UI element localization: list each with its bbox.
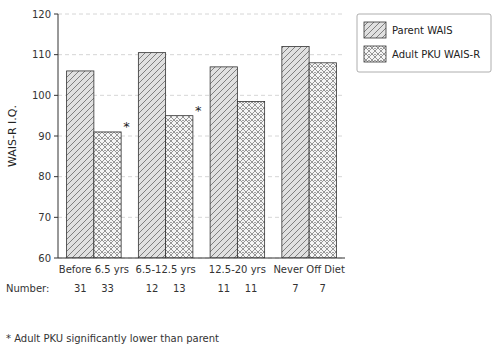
grid-line	[58, 258, 345, 259]
group-number: 31	[74, 283, 87, 294]
legend-box	[357, 14, 491, 72]
y-tick-label: 90	[38, 131, 51, 142]
group-number: 7	[292, 283, 298, 294]
y-tick	[54, 176, 58, 177]
y-tick	[54, 14, 58, 15]
y-tick	[54, 258, 58, 259]
bar	[94, 132, 121, 258]
x-tick-label: 12.5-20 yrs	[209, 264, 266, 275]
legend-swatch	[364, 22, 386, 38]
y-axis-label: WAIS-R I.Q.	[6, 105, 19, 167]
y-tick-label: 100	[32, 90, 51, 101]
legend-label: Adult PKU WAIS-R	[392, 49, 480, 60]
bar	[237, 101, 264, 258]
bars	[67, 47, 337, 258]
x-axis	[58, 258, 345, 259]
group-number: 11	[217, 283, 230, 294]
y-tick	[54, 217, 58, 218]
group-number: 12	[146, 283, 159, 294]
x-tick-label: 6.5-12.5 yrs	[136, 264, 196, 275]
bar	[309, 63, 336, 258]
grid-line	[58, 14, 345, 15]
x-tick-label: Before 6.5 yrs	[59, 264, 129, 275]
grid	[58, 14, 345, 258]
group-number: 11	[245, 283, 258, 294]
group-number: 7	[320, 283, 326, 294]
y-axis	[58, 14, 59, 258]
legend-swatch	[364, 46, 386, 62]
y-tick-label: 80	[38, 171, 51, 182]
y-tick	[54, 136, 58, 137]
group-number: 33	[101, 283, 114, 294]
group-number: 13	[173, 283, 186, 294]
bar	[138, 53, 165, 258]
y-tick	[54, 54, 58, 55]
background	[0, 0, 500, 352]
footnote: * Adult PKU significantly lower than par…	[6, 333, 219, 344]
y-tick-label: 110	[32, 49, 51, 60]
y-tick-label: 70	[38, 212, 51, 223]
y-tick-label: 60	[38, 253, 51, 264]
y-tick-label: 120	[32, 9, 51, 20]
y-tick	[54, 95, 58, 96]
bar	[166, 116, 193, 258]
legend: Parent WAIS Adult PKU WAIS-R	[357, 14, 491, 72]
annotation: *	[195, 103, 202, 118]
annotation: *	[123, 119, 130, 134]
bar	[67, 71, 94, 258]
bar	[210, 67, 237, 258]
chart: 60 70 80 90 100 110 120 Before 6.5 yrs 6.5-12.5 …	[0, 0, 500, 352]
number-label: Number:	[6, 283, 49, 294]
bar	[282, 47, 309, 258]
legend-label: Parent WAIS	[392, 25, 453, 36]
x-tick-label: Never Off Diet	[273, 264, 345, 275]
